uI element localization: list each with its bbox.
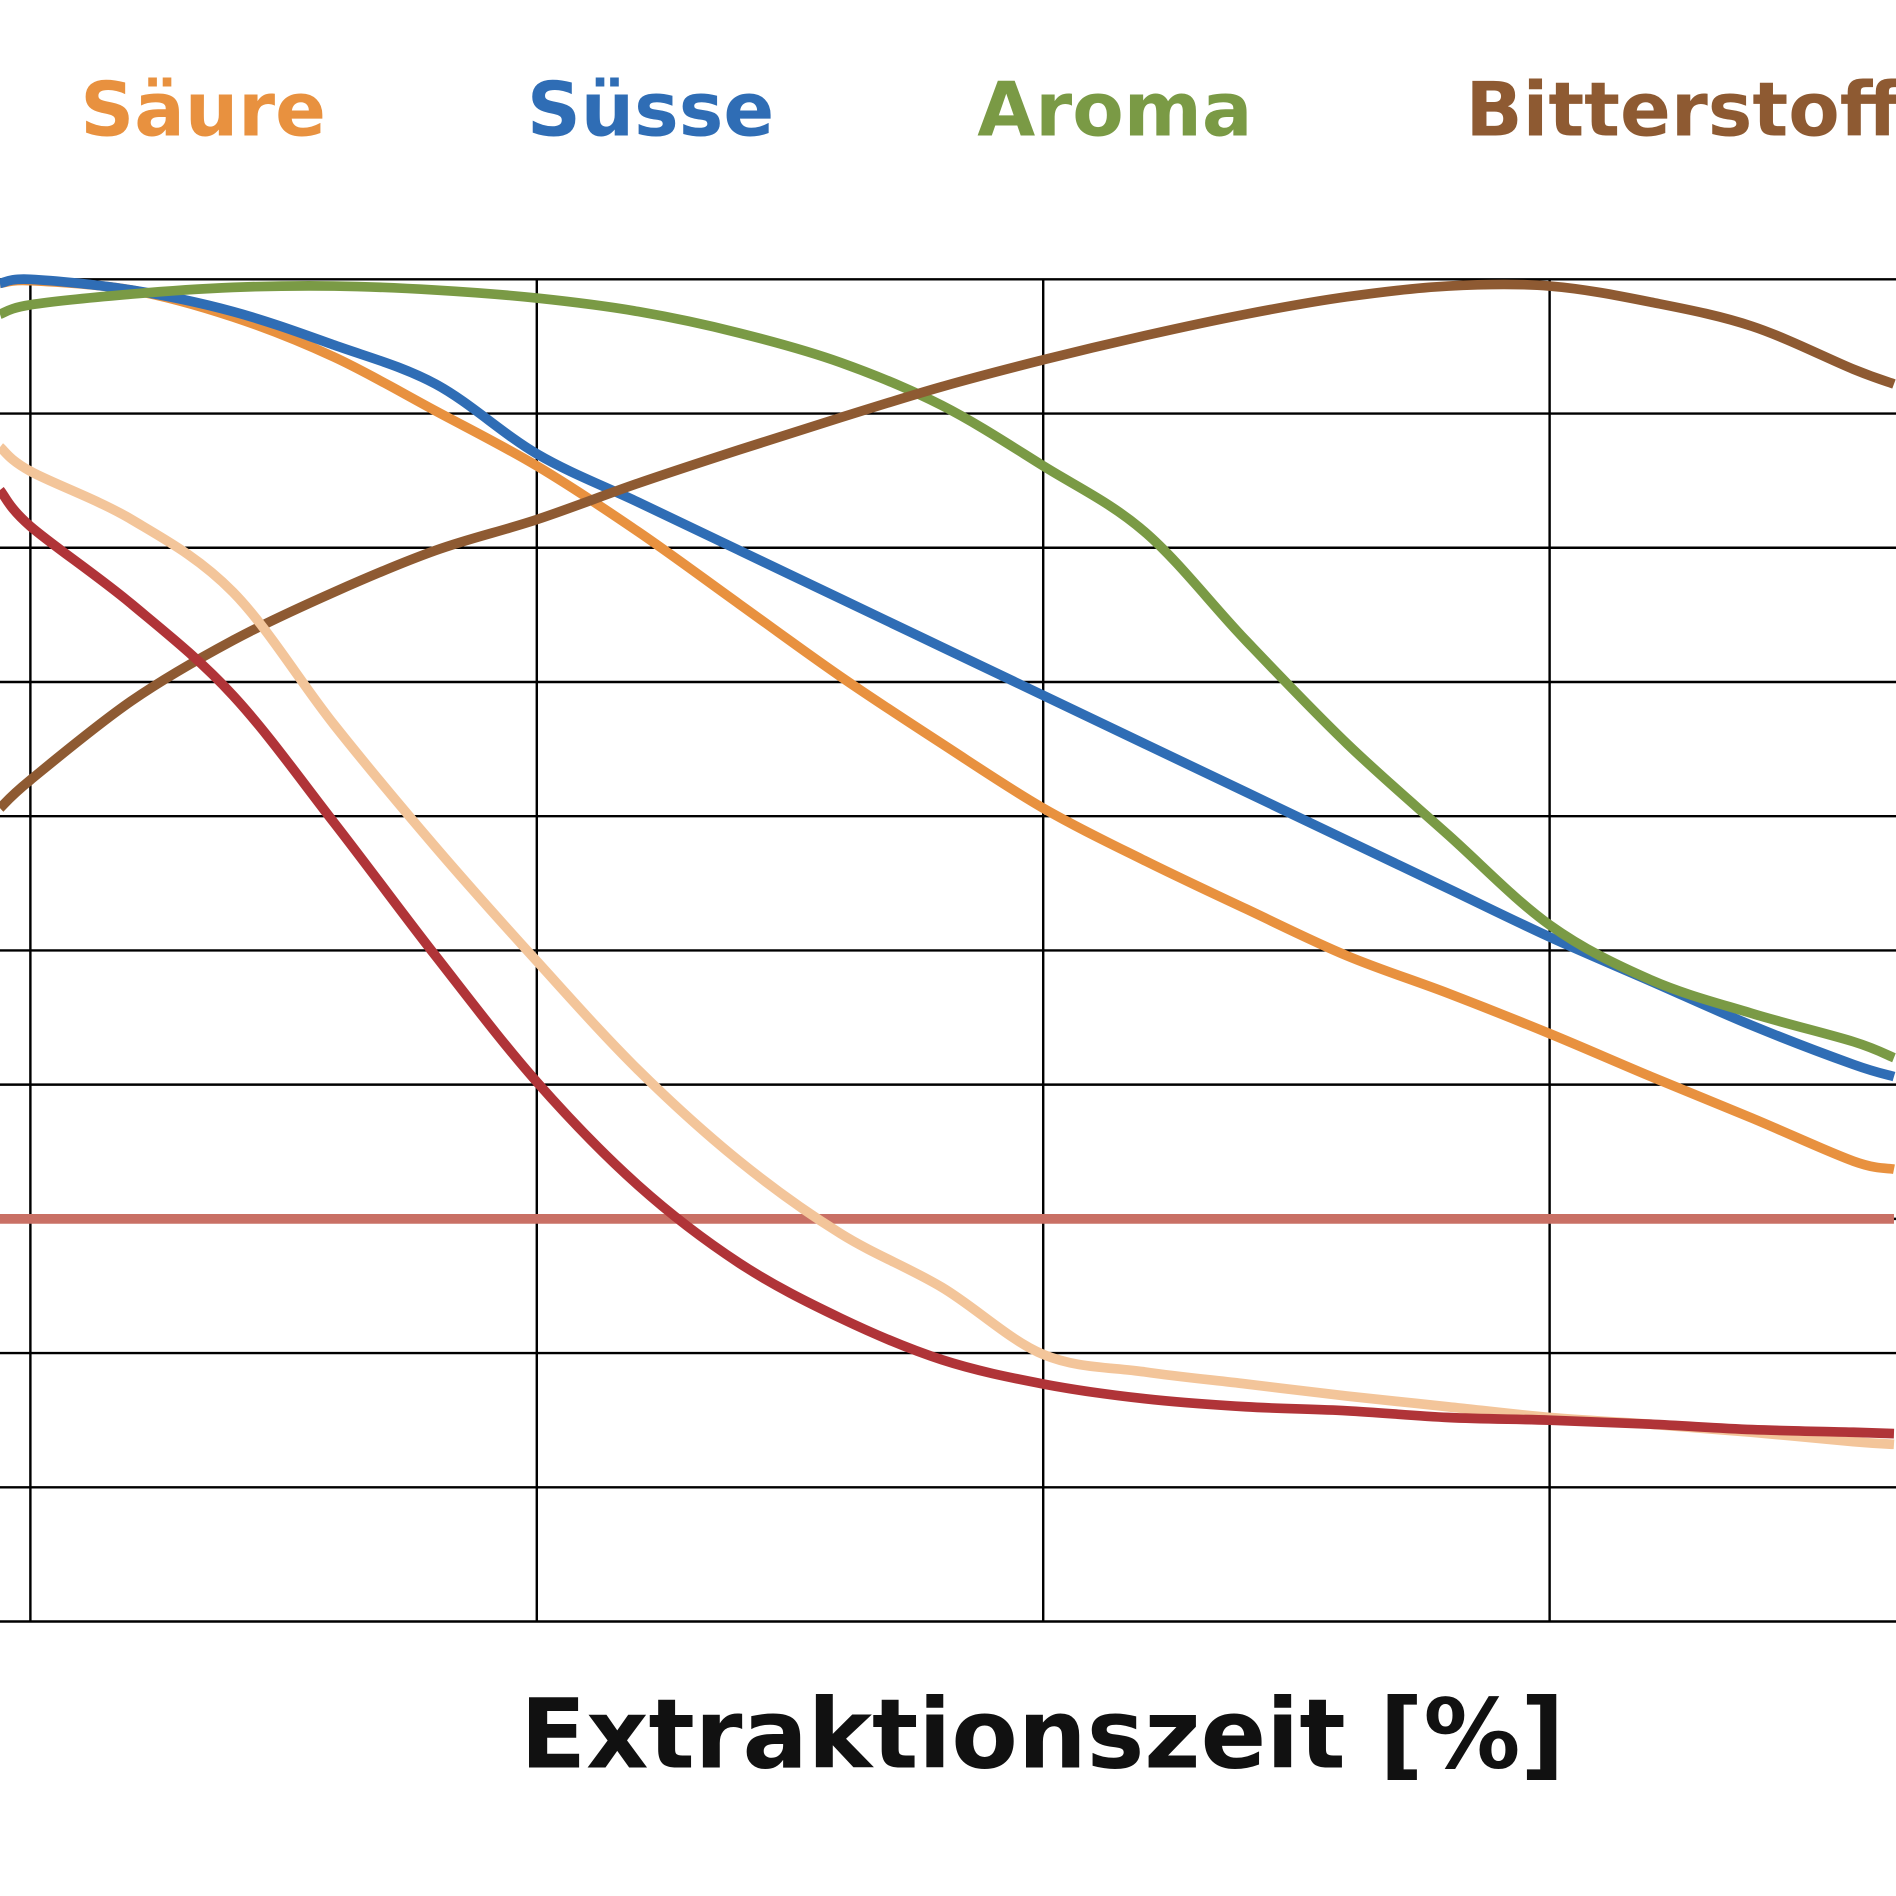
legend-label: Säure xyxy=(80,65,326,153)
series-line xyxy=(0,279,1896,812)
series-line xyxy=(0,443,1895,1450)
legend-label: Süsse xyxy=(527,65,774,153)
series-line xyxy=(0,281,1896,1063)
x-axis-label: Extraktionszeit [%] xyxy=(520,1678,1565,1791)
legend-label: Bitterstoffe xyxy=(1466,65,1896,153)
series-line xyxy=(0,275,1895,1174)
series-line xyxy=(0,486,1895,1439)
legend-label: Aroma xyxy=(977,65,1252,153)
